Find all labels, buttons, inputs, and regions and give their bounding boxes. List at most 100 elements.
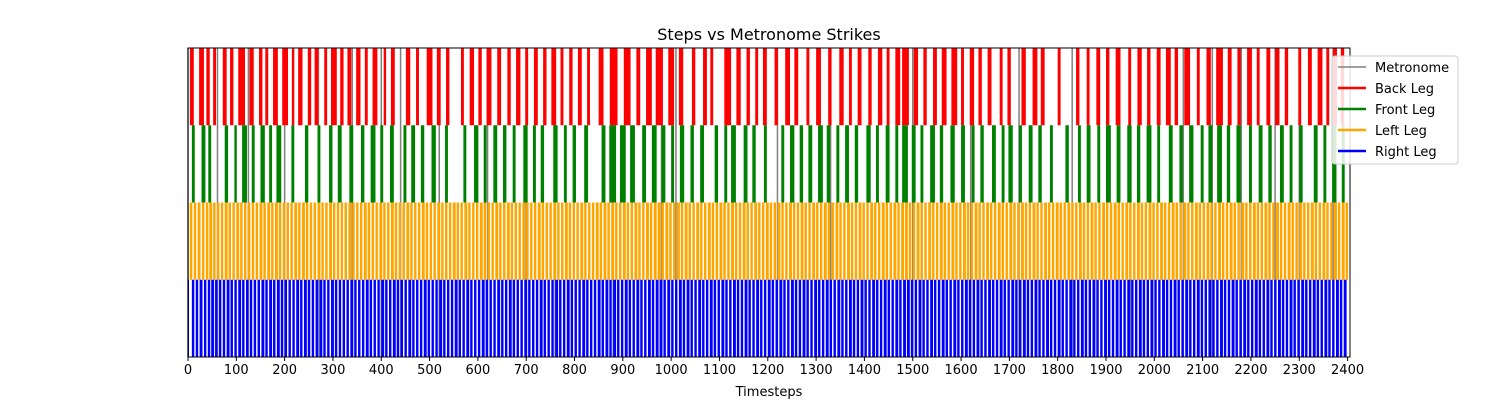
right-leg-step [230, 279, 233, 357]
back-leg-step [259, 48, 263, 126]
left-leg-step [1179, 202, 1182, 280]
left-leg-step [282, 202, 286, 280]
back-leg-step [383, 48, 387, 126]
front-leg-step [885, 125, 890, 203]
back-leg-step [710, 48, 714, 126]
left-leg-step [978, 202, 981, 280]
left-leg-step [580, 202, 584, 280]
back-leg-step [806, 48, 810, 126]
left-leg-step [545, 202, 548, 280]
front-leg-step [584, 125, 589, 203]
left-leg-step [696, 202, 700, 280]
back-leg-step [678, 48, 684, 126]
left-leg-step [228, 202, 232, 280]
front-leg-step [818, 125, 823, 203]
right-leg-step [191, 279, 195, 357]
left-leg-step [789, 202, 792, 280]
front-leg-step [251, 125, 255, 203]
left-leg-step [456, 202, 460, 280]
left-leg-step [634, 202, 638, 280]
right-leg-step [690, 279, 693, 357]
right-leg-step [512, 279, 516, 357]
left-leg-step [232, 202, 235, 280]
right-leg-step [242, 279, 245, 357]
right-leg-step [671, 279, 674, 357]
front-leg-step [563, 125, 567, 203]
front-leg-step [920, 125, 924, 203]
x-tick-label: 400 [369, 363, 394, 378]
right-leg-step [203, 279, 207, 357]
right-leg-step [365, 279, 369, 357]
left-leg-step [1067, 202, 1071, 280]
back-leg-step [273, 48, 278, 126]
left-leg-step [584, 202, 587, 280]
x-tick-label: 1700 [993, 363, 1026, 378]
left-leg-step [352, 202, 355, 280]
left-leg-step [309, 202, 313, 280]
back-leg-step [755, 48, 759, 126]
left-leg-step [765, 202, 769, 280]
left-leg-step [553, 202, 557, 280]
right-leg-step [667, 279, 671, 357]
right-leg-step [1216, 279, 1219, 357]
front-leg-step [380, 125, 384, 203]
back-leg-step [623, 48, 631, 126]
right-leg-step [895, 279, 899, 357]
right-leg-step [589, 279, 593, 357]
left-leg-step [379, 202, 383, 280]
right-leg-step [852, 279, 856, 357]
left-leg-step [1148, 202, 1152, 280]
left-leg-step [959, 202, 962, 280]
right-leg-step [930, 279, 934, 357]
back-leg-step [1096, 48, 1101, 126]
left-leg-step [835, 202, 839, 280]
right-leg-step [1227, 279, 1231, 357]
back-leg-step [298, 48, 303, 126]
right-leg-step [446, 279, 450, 357]
right-leg-step [883, 279, 887, 357]
left-leg-step [402, 202, 405, 280]
right-leg-step [999, 279, 1003, 357]
left-leg-step [390, 202, 394, 280]
front-leg-step [743, 125, 748, 203]
right-leg-step [837, 279, 841, 357]
left-leg-step [939, 202, 943, 280]
left-leg-step [1090, 202, 1094, 280]
left-leg-step [808, 202, 811, 280]
front-leg-step [1157, 125, 1161, 203]
left-leg-step [1299, 202, 1303, 280]
back-leg-step [999, 48, 1003, 126]
back-leg-step [857, 48, 862, 126]
left-leg-step [533, 202, 537, 280]
front-leg-step [808, 125, 813, 203]
right-leg-step [651, 279, 655, 357]
left-leg-step [607, 202, 610, 280]
right-leg-step [435, 279, 438, 357]
left-leg-step [680, 202, 684, 280]
right-leg-step [632, 279, 635, 357]
left-leg-step [1191, 202, 1194, 280]
left-leg-step [1171, 202, 1175, 280]
right-leg-step [879, 279, 883, 357]
right-leg-step [1015, 279, 1018, 357]
left-leg-step [1291, 202, 1294, 280]
front-leg-step [961, 125, 965, 203]
left-leg-step [425, 202, 429, 280]
left-leg-step [657, 202, 661, 280]
right-leg-step [1003, 279, 1006, 357]
right-leg-step [315, 279, 318, 357]
left-leg-step [1017, 202, 1020, 280]
back-leg-step [961, 48, 964, 126]
left-leg-step [1032, 202, 1036, 280]
front-leg-step [329, 125, 333, 203]
back-leg-step [364, 48, 368, 126]
front-leg-step [1313, 125, 1318, 203]
back-leg-step [497, 48, 502, 126]
right-leg-step [1285, 279, 1289, 357]
left-leg-step [1260, 202, 1264, 280]
right-leg-step [876, 279, 879, 357]
left-leg-step [715, 202, 719, 280]
back-leg-step [1196, 48, 1200, 126]
left-leg-step [1252, 202, 1256, 280]
left-leg-step [1020, 202, 1024, 280]
